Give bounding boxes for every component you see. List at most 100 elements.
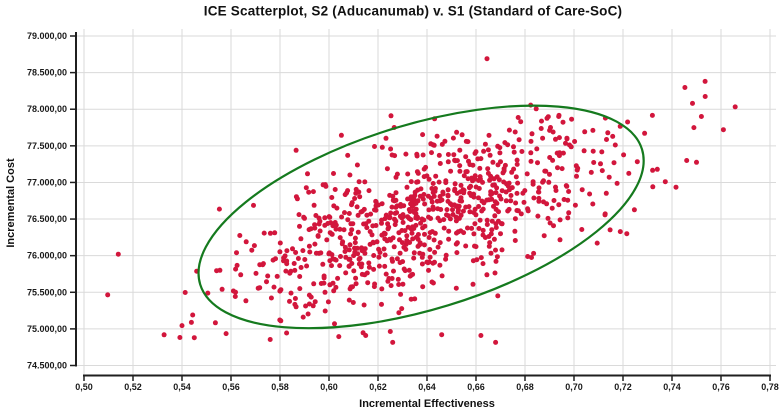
- scatter-point: [362, 179, 368, 185]
- scatter-point: [458, 182, 464, 188]
- scatter-point: [551, 223, 556, 229]
- scatter-point: [393, 190, 399, 196]
- scatter-point: [545, 215, 551, 221]
- scatter-point: [536, 195, 542, 201]
- scatter-point: [560, 150, 566, 156]
- scatter-point: [361, 302, 367, 308]
- scatter-point: [390, 339, 396, 345]
- scatter-point: [519, 149, 525, 154]
- scatter-point: [352, 240, 358, 246]
- scatter-point: [355, 229, 361, 235]
- scatter-point: [453, 285, 459, 291]
- scatter-point: [441, 225, 447, 231]
- scatter-point: [495, 218, 501, 224]
- scatter-point: [312, 299, 318, 305]
- scatter-point: [482, 235, 488, 240]
- scatter-point: [487, 240, 493, 246]
- scatter-point: [418, 220, 424, 226]
- scatter-point: [301, 214, 307, 220]
- scatter-point: [702, 78, 708, 84]
- scatter-point: [512, 228, 518, 234]
- scatter-point: [330, 223, 336, 229]
- scatter-point: [400, 281, 406, 287]
- scatter-point: [334, 205, 340, 211]
- scatter-point: [310, 303, 316, 309]
- scatter-point: [461, 173, 467, 179]
- scatter-point: [422, 201, 428, 207]
- scatter-point: [451, 152, 457, 158]
- scatter-point: [484, 217, 490, 223]
- scatter-point: [373, 198, 379, 204]
- scatter-point: [604, 137, 609, 142]
- scatter-point: [476, 204, 482, 209]
- scatter-point: [385, 278, 391, 284]
- scatter-point: [439, 332, 445, 338]
- scatter-point: [440, 191, 446, 197]
- scatter-point: [394, 203, 400, 209]
- scatter-point: [329, 195, 335, 200]
- scatter-point: [428, 195, 434, 201]
- scatter-point: [415, 232, 421, 237]
- scatter-point: [379, 144, 385, 150]
- scatter-point: [410, 224, 415, 230]
- scatter-point: [415, 179, 421, 185]
- scatter-point: [610, 133, 616, 139]
- scatter-point: [458, 212, 464, 218]
- scatter-point: [392, 210, 398, 216]
- scatter-point: [409, 230, 415, 236]
- scatter-point: [398, 291, 404, 297]
- scatter-point: [348, 284, 354, 290]
- scatter-point: [355, 251, 361, 257]
- scatter-point: [300, 248, 306, 254]
- scatter-point: [306, 243, 312, 249]
- scatter-point: [478, 255, 484, 261]
- scatter-point: [486, 243, 492, 249]
- scatter-point: [384, 166, 390, 172]
- scatter-point: [264, 279, 269, 285]
- scatter-point: [404, 184, 410, 190]
- scatter-point: [490, 182, 496, 188]
- scatter-point: [387, 192, 393, 198]
- scatter-point: [346, 211, 352, 216]
- scatter-point: [572, 139, 578, 144]
- scatter-point: [182, 290, 188, 295]
- scatter-point: [237, 233, 243, 238]
- scatter-point: [161, 332, 167, 338]
- scatter-point: [306, 292, 312, 298]
- scatter-point: [382, 216, 388, 222]
- scatter-point: [291, 261, 297, 266]
- scatter-point: [337, 226, 343, 232]
- scatter-point: [499, 221, 505, 227]
- scatter-point: [354, 162, 360, 168]
- scatter-point: [307, 249, 313, 255]
- scatter-point: [587, 191, 593, 197]
- scatter-point: [190, 312, 196, 318]
- scatter-point: [388, 237, 394, 243]
- scatter-point: [691, 125, 697, 131]
- scatter-point: [311, 281, 317, 287]
- scatter-point: [490, 159, 496, 165]
- scatter-point: [518, 119, 524, 125]
- scatter-point: [372, 144, 377, 149]
- scatter-point: [364, 225, 370, 231]
- scatter-point: [324, 237, 330, 243]
- scatter-point: [410, 236, 416, 242]
- scatter-point: [303, 185, 309, 191]
- scatter-point: [566, 189, 572, 194]
- scatter-point: [350, 300, 356, 305]
- scatter-point: [283, 268, 289, 274]
- scatter-point: [480, 227, 486, 233]
- scatter-point: [179, 323, 185, 329]
- scatter-point: [406, 207, 412, 212]
- scatter-point: [484, 272, 490, 278]
- scatter-point: [453, 241, 459, 247]
- scatter-point: [612, 142, 618, 148]
- scatter-point: [437, 262, 443, 268]
- y-tick-label: 77.500,00: [27, 141, 67, 151]
- scatter-point: [493, 339, 499, 345]
- scatter-point: [408, 179, 414, 185]
- scatter-point: [293, 147, 299, 153]
- scatter-point: [251, 202, 256, 208]
- scatter-point: [342, 244, 348, 250]
- scatter-point: [288, 290, 294, 296]
